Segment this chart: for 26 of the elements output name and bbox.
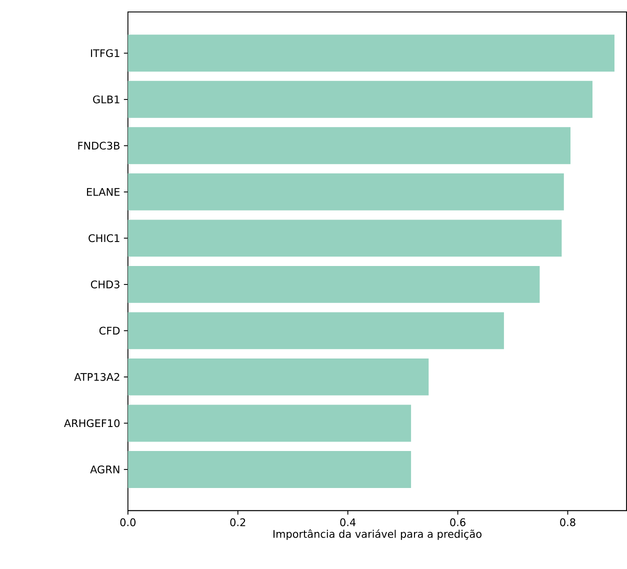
y-tick-label: CFD — [99, 326, 120, 335]
y-tick-label: CHD3 — [90, 280, 120, 289]
x-tick-label: 0.8 — [560, 518, 576, 526]
bar — [128, 451, 412, 488]
bar — [128, 127, 570, 164]
y-tick-label: CHIC1 — [88, 234, 120, 242]
bar — [128, 174, 564, 211]
y-tick-label: FNDC3B — [78, 142, 120, 150]
x-axis-title: Importância da variável para a predição — [274, 530, 482, 540]
bar — [128, 81, 592, 118]
y-tick-label: AGRN — [90, 466, 120, 474]
y-tick-label: ELANE — [87, 188, 120, 196]
y-tick-label: ARHGEF10 — [64, 419, 120, 428]
y-tick-label: GLB1 — [93, 96, 120, 104]
bar — [128, 312, 504, 350]
y-tick-label: ITFG1 — [91, 49, 120, 58]
bar — [128, 266, 540, 304]
x-tick-label: 0.6 — [450, 518, 466, 526]
bar — [128, 404, 412, 442]
bar — [128, 34, 614, 72]
bar — [128, 220, 562, 257]
x-tick-label: 0.4 — [340, 518, 356, 526]
x-tick-label: 0.2 — [230, 518, 246, 526]
y-tick-label: ATP13A2 — [74, 373, 120, 382]
bar — [128, 358, 429, 396]
x-tick-label: 0.0 — [120, 518, 136, 526]
